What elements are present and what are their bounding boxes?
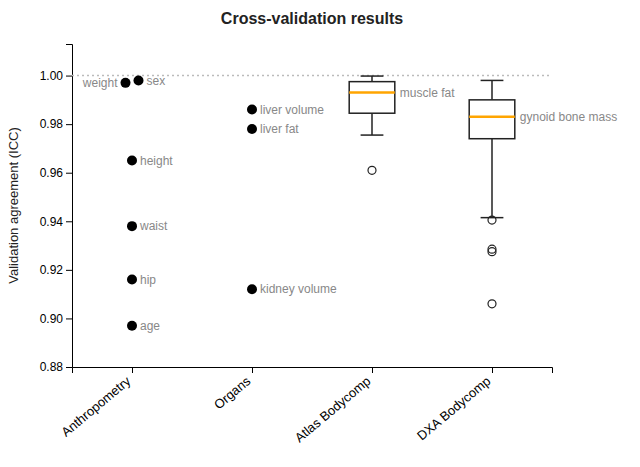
x-tick-label: Anthropometry	[58, 373, 133, 440]
whisker-lower	[491, 139, 493, 218]
point	[247, 124, 257, 134]
plot: 0.88 0.90 0.92 0.94 0.96 0.98 1.00 Anthropometr…	[40, 45, 618, 446]
whisker-cap-lower	[361, 134, 384, 136]
median	[469, 116, 515, 119]
y-tick: 0.94	[40, 215, 72, 229]
y-tick: 1.00	[40, 69, 72, 83]
y-tick-mark	[66, 173, 72, 174]
y-tick-mark	[66, 76, 72, 77]
y-tick: 0.90	[40, 312, 72, 326]
flier	[488, 216, 496, 224]
annotations: age height weight waist hip sex kidney volume l…	[82, 74, 617, 333]
y-tick-mark	[66, 367, 72, 368]
y-tick-label: 0.98	[40, 117, 64, 131]
box-body	[469, 100, 515, 139]
box-label: muscle fat	[400, 86, 455, 100]
flier	[368, 166, 376, 174]
whisker-upper	[491, 80, 493, 99]
y-axis-line	[66, 45, 73, 368]
point-label: height	[140, 154, 173, 168]
x-tick: Atlas Bodycomp	[292, 367, 374, 445]
point	[121, 78, 131, 88]
y-tick: 0.98	[40, 117, 72, 131]
y-tick-mark	[66, 270, 72, 271]
box-body	[349, 82, 395, 114]
x-axis-line	[73, 368, 553, 374]
point-label: liver fat	[260, 122, 299, 136]
chart: Cross-validation results Validation agree…	[0, 0, 640, 467]
point-label: hip	[140, 273, 156, 287]
flier	[488, 300, 496, 308]
x-tick: Anthropometry	[58, 367, 133, 440]
point	[127, 321, 137, 331]
point	[127, 221, 137, 231]
title: Cross-validation results	[221, 10, 403, 27]
y-tick: 0.88	[40, 360, 72, 374]
box	[349, 76, 395, 174]
point-label: weight	[82, 76, 118, 90]
y-tick-mark	[66, 124, 72, 125]
y-tick: 0.92	[40, 263, 72, 277]
point	[247, 105, 257, 115]
x-tick-mark	[252, 367, 253, 373]
point-label: liver volume	[260, 103, 324, 117]
whisker-cap-upper	[361, 75, 384, 77]
y-tick-label: 0.90	[40, 312, 64, 326]
point	[134, 75, 144, 85]
x-tick-mark	[372, 367, 373, 373]
x-tick-label: Atlas Bodycomp	[292, 373, 374, 445]
point-label: age	[140, 319, 160, 333]
x-tick-mark	[132, 367, 133, 373]
whisker-cap-lower	[481, 217, 504, 219]
whisker-lower	[371, 113, 373, 135]
flier	[488, 248, 496, 256]
box-label: gynoid bone mass	[520, 110, 617, 124]
y-axis: 0.88 0.90 0.92 0.94 0.96 0.98 1.00	[40, 45, 73, 375]
y-tick-label: 0.96	[40, 166, 64, 180]
y-tick-mark	[66, 221, 72, 222]
x-axis: Anthropometry Organs Atlas Bodycomp DXA Bod…	[58, 367, 552, 445]
reference-line	[72, 75, 552, 77]
whisker-cap-upper	[481, 80, 504, 82]
marks	[72, 75, 552, 330]
y-tick: 0.96	[40, 166, 72, 180]
point-label: kidney volume	[260, 282, 337, 296]
y-tick-label: 0.94	[40, 215, 64, 229]
y-tick-label: 0.88	[40, 360, 64, 374]
y-tick-label: 0.92	[40, 263, 64, 277]
point	[247, 284, 257, 294]
x-tick: Organs	[211, 367, 254, 412]
point	[127, 275, 137, 285]
x-tick-mark	[492, 367, 493, 373]
median	[349, 91, 395, 94]
x-tick: DXA Bodycomp	[414, 367, 493, 443]
point-label: sex	[147, 74, 166, 88]
point-label: waist	[139, 219, 168, 233]
x-tick-label: Organs	[211, 373, 254, 412]
whisker-upper	[371, 76, 373, 82]
box	[469, 80, 515, 307]
x-tick-label: DXA Bodycomp	[414, 373, 493, 443]
y-tick-mark	[66, 318, 72, 319]
point	[127, 156, 137, 166]
y-tick-label: 1.00	[40, 69, 64, 83]
y-axis-title: Validation agreement (ICC)	[6, 127, 21, 284]
